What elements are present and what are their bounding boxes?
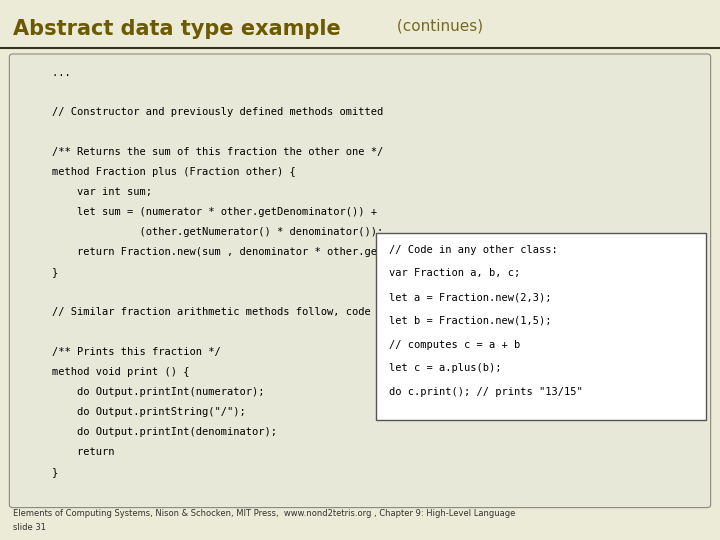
Text: return: return [27,447,115,457]
Text: // Similar fraction arithmetic methods follow, code omitted.: // Similar fraction arithmetic methods f… [27,307,428,318]
Text: let a = Fraction.new(2,3);: let a = Fraction.new(2,3); [389,292,552,302]
Text: /** Returns the sum of this fraction the other one */: /** Returns the sum of this fraction the… [27,147,384,158]
Text: ...: ... [27,68,71,78]
Text: let b = Fraction.new(1,5);: let b = Fraction.new(1,5); [389,316,552,326]
Text: (continues): (continues) [392,19,484,34]
Text: do Output.printInt(numerator);: do Output.printInt(numerator); [27,387,265,397]
FancyBboxPatch shape [9,54,711,508]
Text: }: } [27,467,58,477]
Text: do Output.printInt(denominator);: do Output.printInt(denominator); [27,427,277,437]
Text: var Fraction a, b, c;: var Fraction a, b, c; [389,268,520,279]
Text: do c.print(); // prints "13/15": do c.print(); // prints "13/15" [389,387,582,397]
Text: method void print () {: method void print () { [27,367,190,377]
Text: // computes c = a + b: // computes c = a + b [389,340,520,350]
Text: return Fraction.new(sum , denominator * other.getDenominator());: return Fraction.new(sum , denominator * … [27,247,477,258]
Text: let c = a.plus(b);: let c = a.plus(b); [389,363,501,374]
FancyBboxPatch shape [376,233,706,420]
Text: Abstract data type example: Abstract data type example [13,19,341,39]
Text: var int sum;: var int sum; [27,187,153,198]
Text: slide 31: slide 31 [13,523,46,532]
Text: // Code in any other class:: // Code in any other class: [389,245,557,255]
Text: (other.getNumerator() * denominator());: (other.getNumerator() * denominator()); [27,227,384,238]
Text: Elements of Computing Systems, Nison & Schocken, MIT Press,  www.nond2tetris.org: Elements of Computing Systems, Nison & S… [13,509,516,518]
Text: /** Prints this fraction */: /** Prints this fraction */ [27,347,221,357]
Text: // Constructor and previously defined methods omitted: // Constructor and previously defined me… [27,107,384,118]
Text: let sum = (numerator * other.getDenominator()) +: let sum = (numerator * other.getDenomina… [27,207,377,218]
Text: method Fraction plus (Fraction other) {: method Fraction plus (Fraction other) { [27,167,296,178]
Text: do Output.printString("/");: do Output.printString("/"); [27,407,246,417]
Text: }: } [27,267,58,278]
